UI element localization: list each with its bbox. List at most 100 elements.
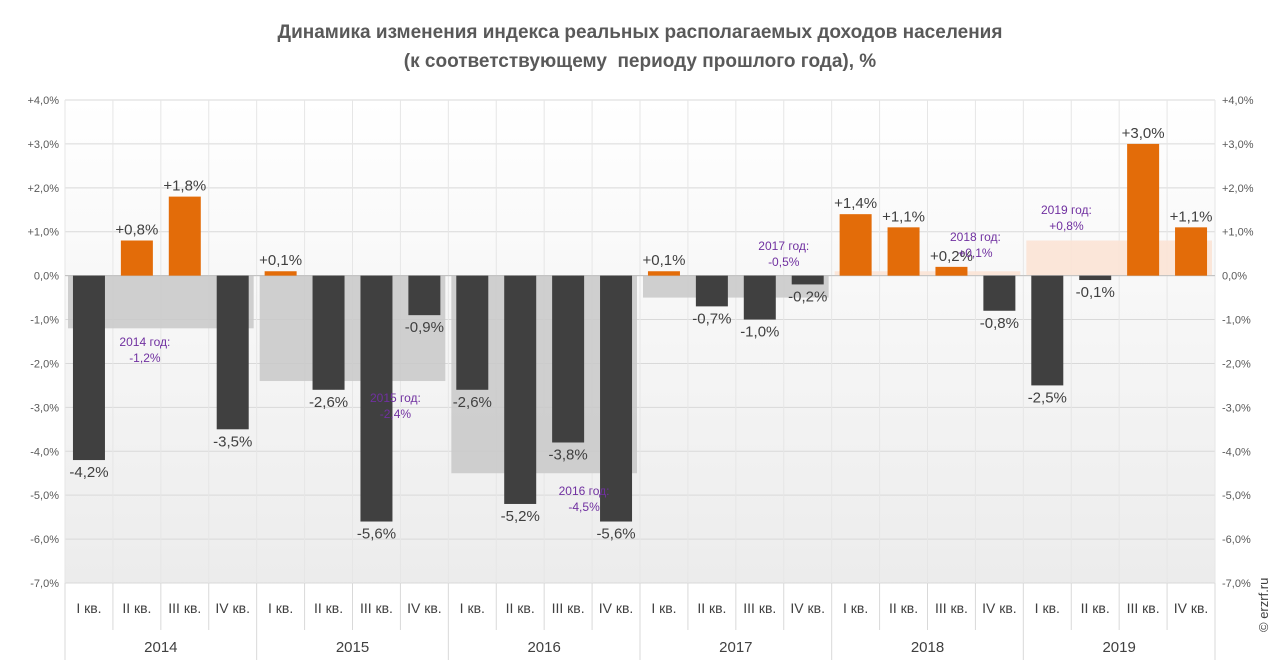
x-category-label: III кв. xyxy=(1127,600,1160,616)
x-category-label: III кв. xyxy=(935,600,968,616)
y-tick-label-left: -1,0% xyxy=(30,315,59,327)
x-category-label: III кв. xyxy=(552,600,585,616)
bar-value-label: -0,7% xyxy=(692,310,731,327)
bar-value-label: +1,1% xyxy=(1170,208,1213,225)
y-tick-label-right: -7,0% xyxy=(1222,578,1251,590)
annual-annotation-value: +0,1% xyxy=(958,246,993,260)
y-tick-label-right: -3,0% xyxy=(1222,402,1251,414)
annual-annotation-label: 2016 год: xyxy=(559,484,610,498)
bar xyxy=(456,275,489,390)
bar xyxy=(168,196,201,276)
annual-annotation-value: -2,4% xyxy=(380,407,412,421)
bar-value-label: -0,1% xyxy=(1076,284,1115,301)
x-year-label: 2019 xyxy=(1102,639,1135,656)
y-tick-label-left: +3,0% xyxy=(28,139,60,151)
bar-value-label: -5,2% xyxy=(501,508,540,525)
bar xyxy=(887,227,920,276)
x-category-label: I кв. xyxy=(651,600,676,616)
x-category-label: II кв. xyxy=(122,600,151,616)
y-tick-label-right: +1,0% xyxy=(1222,227,1254,239)
bar-value-label: -0,2% xyxy=(788,288,827,305)
annual-annotation-value: -0,5% xyxy=(768,255,800,269)
bar xyxy=(504,275,537,504)
annual-annotation-value: -4,5% xyxy=(568,500,600,514)
annual-band xyxy=(834,271,1021,276)
x-year-label: 2018 xyxy=(911,639,944,656)
bar xyxy=(312,275,345,390)
bar xyxy=(72,275,105,461)
bar xyxy=(983,275,1016,311)
annual-annotation-value: -1,2% xyxy=(129,351,161,365)
x-year-label: 2016 xyxy=(527,639,560,656)
x-category-label: III кв. xyxy=(743,600,776,616)
chart-subtitle: (к соответствующему периоду прошлого год… xyxy=(403,51,877,72)
x-category-label: IV кв. xyxy=(790,600,825,616)
bar xyxy=(360,275,393,522)
x-category-label: II кв. xyxy=(506,600,535,616)
y-tick-label-left: -4,0% xyxy=(30,446,59,458)
bar-value-label: +1,8% xyxy=(163,178,206,195)
x-category-label: II кв. xyxy=(1081,600,1110,616)
chart-title-block: Динамика изменения индекса реальных расп… xyxy=(0,18,1280,76)
bar-value-label: +1,4% xyxy=(834,195,877,212)
annual-annotation-label: 2017 год: xyxy=(758,239,809,253)
x-category-label: IV кв. xyxy=(599,600,634,616)
bar-value-label: -0,8% xyxy=(980,315,1019,332)
x-category-label: IV кв. xyxy=(407,600,442,616)
y-tick-label-left: -7,0% xyxy=(30,578,59,590)
y-tick-label-left: -3,0% xyxy=(30,402,59,414)
y-tick-label-right: -6,0% xyxy=(1222,534,1251,546)
y-tick-label-right: 0,0% xyxy=(1222,271,1247,283)
annual-annotation-label: 2018 год: xyxy=(950,230,1001,244)
y-tick-label-right: +2,0% xyxy=(1222,183,1254,195)
x-category-label: IV кв. xyxy=(1174,600,1209,616)
bar xyxy=(647,271,680,276)
bar-value-label: +3,0% xyxy=(1122,125,1165,142)
x-category-label: II кв. xyxy=(889,600,918,616)
bar-value-label: -3,5% xyxy=(213,433,252,450)
bar xyxy=(120,240,153,276)
annual-annotation-label: 2015 год: xyxy=(370,391,421,405)
bar-value-label: -1,0% xyxy=(740,324,779,341)
annual-band xyxy=(643,275,829,298)
bar-value-label: +0,2% xyxy=(930,248,973,265)
bar xyxy=(552,275,585,443)
bar-value-label: -3,8% xyxy=(549,446,588,463)
x-category-label: I кв. xyxy=(76,600,101,616)
y-tick-label-right: +4,0% xyxy=(1222,95,1254,107)
bar xyxy=(695,275,728,307)
annual-annotation-label: 2014 год: xyxy=(119,335,170,349)
bar-value-label: -2,6% xyxy=(453,394,492,411)
x-category-label: II кв. xyxy=(314,600,343,616)
x-year-label: 2015 xyxy=(336,639,369,656)
copyright-text: © erzrf.ru xyxy=(1256,577,1271,632)
y-tick-label-right: -4,0% xyxy=(1222,446,1251,458)
x-category-label: IV кв. xyxy=(215,600,250,616)
bar-value-label: -5,6% xyxy=(357,526,396,543)
x-year-label: 2017 xyxy=(719,639,752,656)
y-tick-label-right: +3,0% xyxy=(1222,139,1254,151)
bar xyxy=(408,275,441,316)
bar xyxy=(264,271,297,276)
x-category-label: III кв. xyxy=(168,600,201,616)
x-category-label: II кв. xyxy=(697,600,726,616)
y-tick-label-left: -6,0% xyxy=(30,534,59,546)
y-tick-label-left: +4,0% xyxy=(28,95,60,107)
x-category-label: III кв. xyxy=(360,600,393,616)
annual-annotation-label: 2019 год: xyxy=(1041,203,1092,217)
bar xyxy=(839,214,872,276)
x-year-label: 2014 xyxy=(144,639,177,656)
x-category-label: I кв. xyxy=(268,600,293,616)
y-tick-label-left: 0,0% xyxy=(34,271,59,283)
bar xyxy=(1175,227,1208,276)
bar xyxy=(791,275,824,285)
bar-value-label: -5,6% xyxy=(596,526,635,543)
bar-value-label: -0,9% xyxy=(405,319,444,336)
bar xyxy=(1079,275,1112,281)
bar xyxy=(1127,143,1160,276)
bar-value-label: -2,5% xyxy=(1028,389,1067,406)
x-category-label: I кв. xyxy=(843,600,868,616)
x-category-label: I кв. xyxy=(460,600,485,616)
bar xyxy=(935,266,968,276)
